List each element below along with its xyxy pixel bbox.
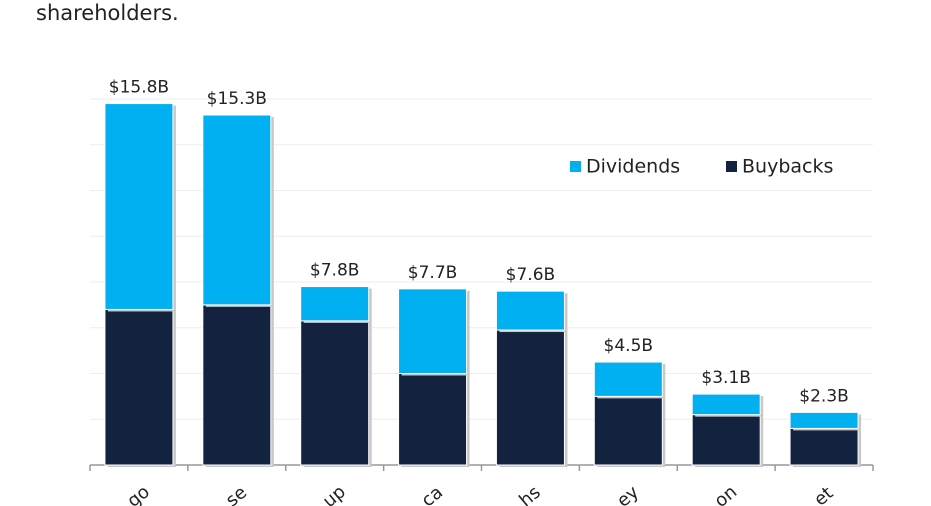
bar-segment <box>300 320 370 466</box>
bar-segment <box>104 308 174 466</box>
legend-label: Buybacks <box>742 156 833 178</box>
bar-segment <box>202 114 272 306</box>
bar-segment <box>593 361 663 397</box>
total-label: $7.8B <box>310 261 360 281</box>
chart-title: shareholders. <box>36 1 179 25</box>
legend-label: Dividends <box>586 156 680 178</box>
bar-segment <box>495 290 565 331</box>
bar-segment <box>593 395 663 466</box>
total-label: $2.3B <box>799 386 849 406</box>
bar-segment <box>789 411 859 429</box>
total-label: $7.6B <box>506 265 556 285</box>
bar-segment <box>202 304 272 466</box>
x-tick-label: ca <box>417 482 447 506</box>
total-label: $7.7B <box>408 263 458 283</box>
total-label: $4.5B <box>604 336 654 356</box>
total-label: $15.3B <box>207 89 267 109</box>
bar-segment <box>300 286 370 322</box>
bar-segment <box>691 414 761 466</box>
bar-segment <box>789 427 859 466</box>
x-tick-label: up <box>319 481 350 506</box>
legend-swatch <box>570 161 581 172</box>
x-tick-label: et <box>810 483 837 506</box>
bar-segment <box>495 329 565 466</box>
total-label: $3.1B <box>701 368 751 388</box>
x-tick-label: on <box>711 481 742 506</box>
bar-segment <box>691 393 761 416</box>
legend-swatch <box>726 161 737 172</box>
bar-segment <box>104 103 174 310</box>
total-label: $15.8B <box>109 78 169 98</box>
x-tick-label: ey <box>613 481 643 506</box>
x-tick-label: se <box>222 482 251 506</box>
x-tick-label: go <box>123 481 154 506</box>
bar-segment <box>398 373 468 466</box>
x-tick-label: hs <box>515 482 544 506</box>
bar-segment <box>398 288 468 374</box>
